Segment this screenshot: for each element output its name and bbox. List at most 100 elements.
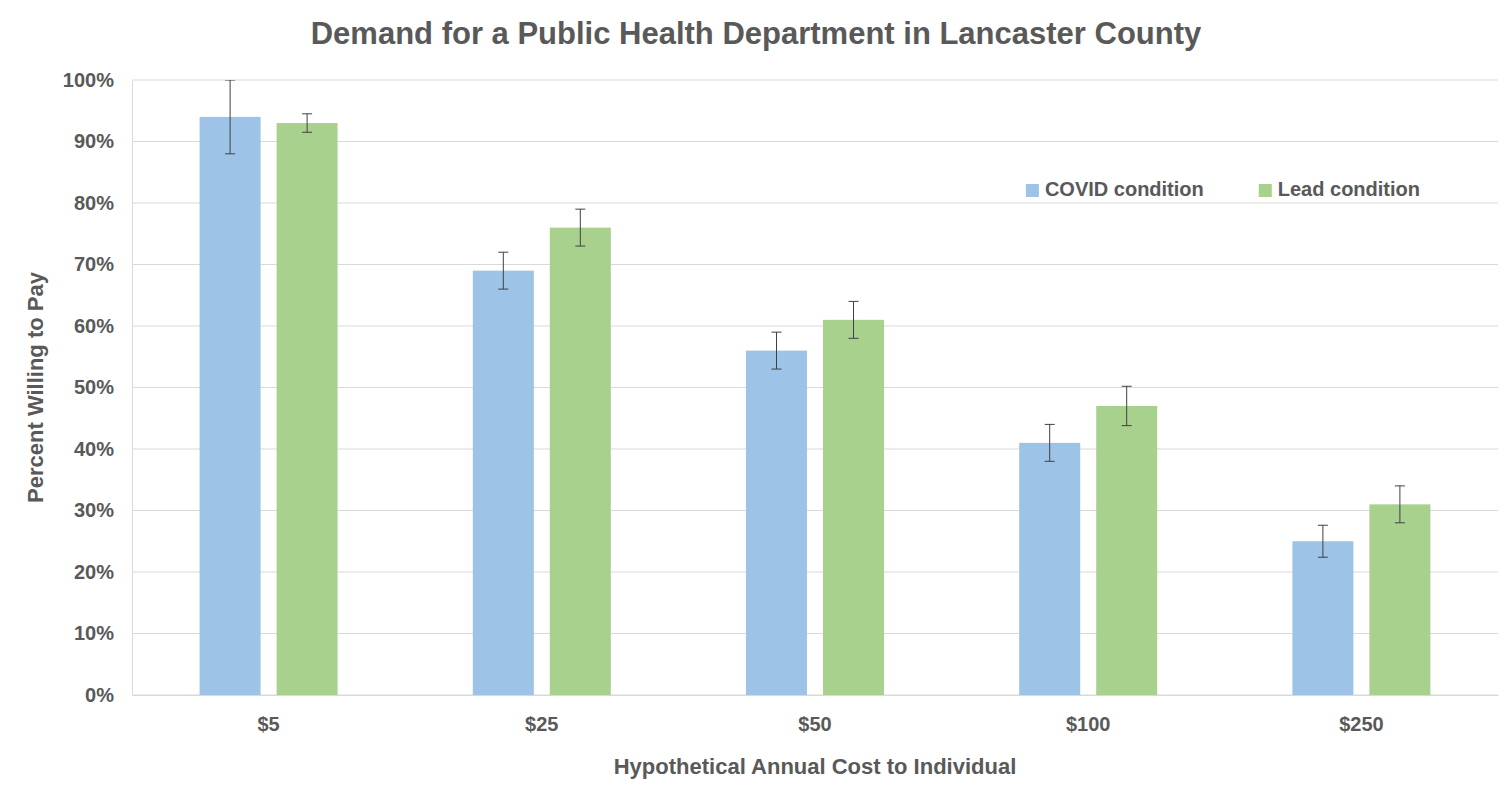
error-cap xyxy=(498,252,508,253)
bar xyxy=(823,320,884,695)
y-tick: 10% xyxy=(74,622,132,644)
y-tick-label: 60% xyxy=(74,315,114,337)
error-line xyxy=(1049,424,1050,461)
x-tick-label: $5 xyxy=(257,713,279,735)
y-tick-label: 10% xyxy=(74,622,114,644)
error-cap xyxy=(498,289,508,290)
error-cap xyxy=(772,369,782,370)
bars xyxy=(200,80,1431,695)
x-tick-label: $25 xyxy=(525,713,558,735)
y-tick: 40% xyxy=(74,438,132,460)
error-line xyxy=(1399,486,1400,523)
x-tick-label: $50 xyxy=(798,713,831,735)
error-bar xyxy=(498,252,508,289)
error-cap xyxy=(772,332,782,333)
error-bar xyxy=(302,114,312,132)
x-axis: $5 $25 $50 $100 $250 xyxy=(133,695,1499,735)
error-cap xyxy=(575,246,585,247)
series xyxy=(200,80,1354,695)
title: Demand for a Public Health Department in… xyxy=(311,16,1202,51)
x-tick: $25 xyxy=(525,695,558,735)
error-line xyxy=(853,301,854,338)
legend: COVID condition Lead condition xyxy=(1026,178,1420,200)
plot-area: 0%10%20%30%40%50%60%70%80%90%100%$5$25$5… xyxy=(63,69,1499,735)
y-axis-title: Percent Willing to Pay xyxy=(23,271,48,503)
y-tick: 60% xyxy=(74,315,132,337)
x-tick: $250 xyxy=(1339,695,1384,735)
x-tick-label: $250 xyxy=(1339,713,1384,735)
y-tick-label: 80% xyxy=(74,192,114,214)
error-bar xyxy=(1122,386,1132,425)
error-cap xyxy=(1395,522,1405,523)
error-bar xyxy=(1318,525,1328,557)
error-cap xyxy=(849,301,859,302)
x-tick: $50 xyxy=(798,695,831,735)
error-line xyxy=(230,80,231,154)
error-line xyxy=(1126,386,1127,425)
error-line xyxy=(1322,525,1323,557)
error-cap xyxy=(1045,461,1055,462)
legend-label: Lead condition xyxy=(1278,178,1420,200)
legend-entry: COVID condition xyxy=(1026,178,1204,200)
error-cap xyxy=(302,132,312,133)
error-cap xyxy=(225,153,235,154)
grid-line xyxy=(132,80,1498,81)
error-bar xyxy=(225,80,235,154)
y-axis-line xyxy=(132,81,133,696)
error-line xyxy=(776,332,777,369)
chart: 0%10%20%30%40%50%60%70%80%90%100%$5$25$5… xyxy=(0,0,1512,800)
y-tick: 100% xyxy=(63,69,132,91)
bar xyxy=(550,228,611,695)
y-tick: 20% xyxy=(74,561,132,583)
y-axis: 0% 10% 20% 30% 40% 50% 60% 70% 80% 90% 100% xyxy=(63,69,133,706)
error-cap xyxy=(225,80,235,81)
grid xyxy=(132,80,1498,695)
error-cap xyxy=(1122,386,1132,387)
bar xyxy=(1096,406,1157,695)
error-bar xyxy=(1395,486,1405,523)
y-tick-label: 0% xyxy=(85,684,114,706)
error-bar xyxy=(849,301,859,338)
y-tick: 30% xyxy=(74,499,132,521)
y-tick-label: 90% xyxy=(74,130,114,152)
y-tick: 80% xyxy=(74,192,132,214)
error-bar xyxy=(772,332,782,369)
bar xyxy=(1369,504,1430,695)
y-tick-label: 20% xyxy=(74,561,114,583)
bar xyxy=(746,351,807,695)
bar xyxy=(1019,443,1080,695)
x-axis-title: Hypothetical Annual Cost to Individual xyxy=(614,754,1017,779)
y-tick: 50% xyxy=(74,376,132,398)
error-cap xyxy=(302,113,312,114)
x-tick: $100 xyxy=(1066,695,1111,735)
bar xyxy=(277,123,338,695)
x-tick: $5 xyxy=(257,695,279,735)
y-tick-label: 50% xyxy=(74,376,114,398)
error-cap xyxy=(1122,425,1132,426)
legend-swatch xyxy=(1026,184,1039,197)
y-tick-label: 70% xyxy=(74,253,114,275)
y-tick: 90% xyxy=(74,130,132,152)
legend-label: COVID condition xyxy=(1045,178,1204,200)
error-line xyxy=(580,209,581,246)
y-tick-label: 30% xyxy=(74,499,114,521)
bar xyxy=(200,117,261,695)
error-line xyxy=(307,114,308,132)
bar xyxy=(473,271,534,695)
error-cap xyxy=(575,209,585,210)
legend-entry: Lead condition xyxy=(1259,178,1420,200)
legend-swatch xyxy=(1259,184,1272,197)
error-cap xyxy=(849,338,859,339)
error-line xyxy=(503,252,504,289)
error-cap xyxy=(1045,424,1055,425)
y-tick: 70% xyxy=(74,253,132,275)
error-cap xyxy=(1318,525,1328,526)
error-cap xyxy=(1318,557,1328,558)
bar xyxy=(1292,541,1353,695)
y-tick: 0% xyxy=(85,684,132,706)
error-cap xyxy=(1395,485,1405,486)
y-tick-label: 40% xyxy=(74,438,114,460)
series xyxy=(277,114,1431,695)
x-axis-line xyxy=(133,695,1499,696)
x-tick-label: $100 xyxy=(1066,713,1111,735)
